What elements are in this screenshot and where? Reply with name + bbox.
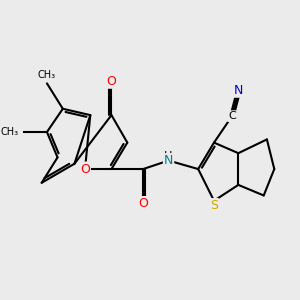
Text: S: S [210,199,218,212]
Text: O: O [138,197,148,210]
Text: N: N [164,154,173,167]
Text: CH₃: CH₃ [38,70,56,80]
Text: CH₃: CH₃ [1,127,19,137]
Text: O: O [80,163,90,176]
Text: N: N [234,84,243,97]
Text: H: H [164,151,173,161]
Text: C: C [228,111,236,121]
Text: O: O [106,75,116,88]
